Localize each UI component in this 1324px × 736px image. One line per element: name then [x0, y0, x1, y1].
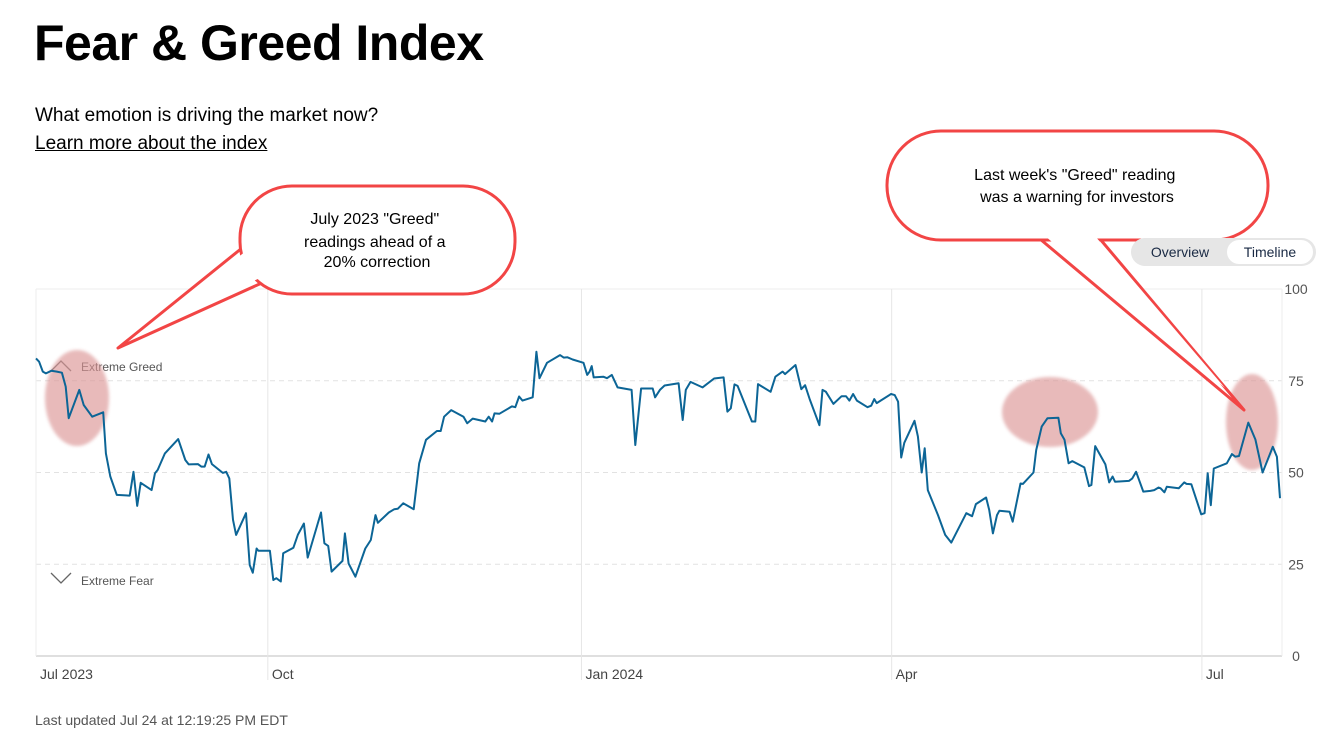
x-tick-label: Jul — [1206, 666, 1224, 682]
x-tick-label: Oct — [272, 666, 294, 682]
right-callout-line-1: Last week's "Greed" reading — [974, 167, 1175, 184]
chart-grid — [35, 288, 1283, 680]
y-axis-labels: 0 25 50 75 100 — [1284, 281, 1308, 664]
y-tick-label: 75 — [1288, 373, 1304, 389]
y-tick-label: 0 — [1292, 648, 1300, 664]
highlight-may-2024 — [1002, 377, 1098, 447]
index-line — [35, 350, 1281, 583]
page-title: Fear & Greed Index — [34, 15, 484, 71]
extreme-fear-label: Extreme Fear — [81, 574, 154, 588]
x-tick-label: Jan 2024 — [585, 666, 643, 682]
right-callout-line-2: was a warning for investors — [979, 189, 1174, 206]
svg-text:July 2023 "Greed" readin: July 2023 "Greed" readings ahead of a 20… — [304, 211, 450, 271]
toggle-timeline[interactable]: Timeline — [1227, 240, 1313, 264]
left-callout: July 2023 "Greed" readings ahead of a 20… — [116, 184, 517, 350]
y-tick-label: 25 — [1288, 556, 1304, 572]
y-tick-label: 100 — [1284, 281, 1308, 297]
y-tick-label: 50 — [1288, 465, 1304, 481]
right-callout: Last week's "Greed" reading was a warnin… — [885, 129, 1270, 412]
highlight-jul-2024 — [1226, 374, 1278, 470]
toggle-overview[interactable]: Overview — [1150, 244, 1210, 260]
page-subtitle: What emotion is driving the market now? — [35, 105, 379, 126]
last-updated: Last updated Jul 24 at 12:19:25 PM EDT — [35, 712, 288, 728]
x-axis-labels: Jul 2023 Oct Jan 2024 Apr Jul — [40, 666, 1224, 682]
left-callout-line-2: readings ahead of a — [304, 234, 446, 251]
x-tick-label: Jul 2023 — [40, 666, 93, 682]
left-callout-line-1: July 2023 "Greed" — [310, 211, 439, 228]
highlight-ellipses — [45, 350, 1278, 470]
left-callout-line-3: 20% correction — [324, 254, 431, 271]
learn-more-link[interactable]: Learn more about the index — [35, 133, 268, 154]
x-tick-label: Apr — [896, 666, 918, 682]
view-toggle: Overview Timeline — [1131, 238, 1316, 266]
chevron-down-icon — [50, 572, 72, 584]
svg-text:Last week's "Greed" reading: Last week's "Greed" reading was a warnin… — [974, 167, 1180, 206]
